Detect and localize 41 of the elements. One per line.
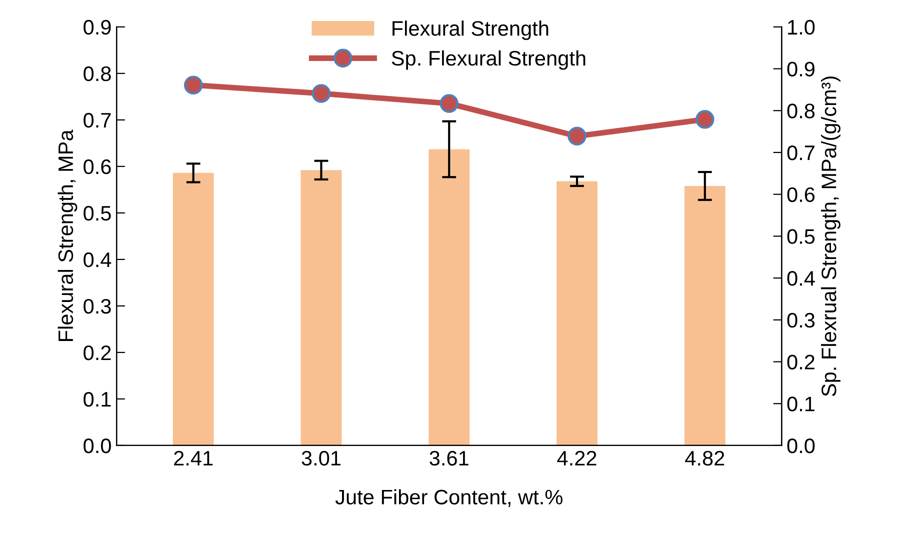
bar [428, 149, 470, 446]
point [568, 126, 586, 146]
point [696, 110, 714, 129]
y-tick-label: 0.9 [84, 20, 111, 35]
y-tick-label: 0.4 [84, 252, 112, 268]
x-tick-label: 3.01 [302, 450, 340, 466]
point [440, 94, 458, 113]
y-tick-label: 0.5 [84, 206, 111, 221]
bar [684, 186, 726, 446]
x-tick-label: 4.82 [685, 450, 724, 466]
y2-tick-label: 0.7 [787, 145, 814, 160]
y2-tick-label: 0.3 [787, 312, 815, 328]
y2-tick-label: 0.6 [787, 187, 815, 202]
y-tick-label: 0.7 [84, 112, 111, 128]
y-tick-label: 0.0 [84, 438, 111, 454]
x-tick-label: 4.22 [557, 450, 596, 466]
y-tick-label: 0.1 [84, 392, 111, 407]
x-axis-title: Jute Fiber Content, wt.% [335, 489, 562, 507]
y2-tick-label: 0.8 [787, 104, 815, 118]
y2-tick-label: 0.4 [787, 271, 815, 286]
x-tick-label: 3.61 [430, 450, 468, 466]
point [184, 76, 203, 94]
bar [300, 170, 342, 446]
y2-axis-title: Sp. Flexrual Strength, MPa/(g/cm³) [821, 76, 840, 396]
y-tick-label: 0.8 [84, 66, 111, 82]
bar [556, 181, 598, 446]
point [312, 84, 331, 103]
y2-tick-label: 0.1 [787, 396, 814, 412]
y2-tick-label: 0.9 [787, 62, 814, 77]
y2-tick-label: 1.0 [788, 20, 815, 35]
y2-tick-label: 0.0 [787, 438, 815, 454]
x-tick-label: 2.41 [174, 450, 213, 466]
y-tick-label: 0.6 [84, 159, 111, 174]
legend-label: Sp. Flexural Strength [392, 50, 586, 70]
bar [172, 172, 214, 446]
legend-label: Flexural Strength [392, 20, 548, 40]
y-axis-title: Flexural Strength, MPa [58, 130, 78, 341]
y2-tick-label: 0.2 [787, 354, 814, 370]
y2-tick-label: 0.5 [787, 229, 815, 244]
y-tick-label: 0.2 [84, 345, 111, 360]
y-tick-label: 0.3 [84, 298, 111, 314]
